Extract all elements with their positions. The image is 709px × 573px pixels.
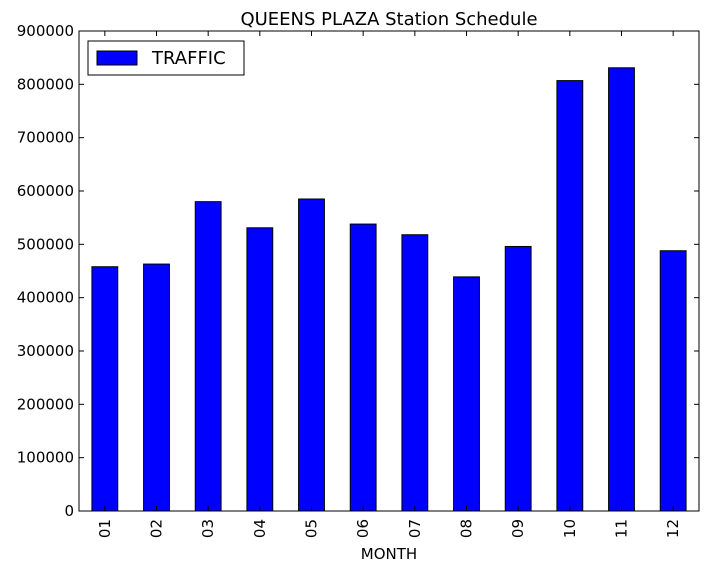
bar-10 [556,80,584,512]
legend-label-traffic: TRAFFIC [151,48,226,69]
bar-11 [608,67,635,512]
x-tick-label-03: 03 [199,519,217,538]
x-tick-label-11: 11 [613,519,631,538]
bar-01 [91,266,119,512]
x-tick-label-08: 08 [458,519,476,538]
bar-07 [401,234,429,512]
x-axis-label: MONTH [361,545,417,563]
y-tick-label-400000: 400000 [17,289,74,307]
y-tick-label-900000: 900000 [17,22,74,40]
bar-06 [349,223,377,512]
y-tick-label-700000: 700000 [17,129,74,147]
x-tick-label-09: 09 [509,519,527,538]
x-tick-label-07: 07 [406,519,424,538]
y-tick-label-100000: 100000 [17,449,74,467]
legend: TRAFFIC [87,40,245,76]
bar-05 [298,198,325,512]
y-tick-label-0: 0 [64,502,74,520]
x-tick-label-01: 01 [96,519,114,538]
y-axis-ticks: 0 100000 200000 300000 400000 500000 600000 700… [17,22,699,520]
x-tick-label-12: 12 [664,519,682,538]
x-tick-label-05: 05 [303,519,321,538]
bar-03 [194,201,222,512]
bars-layer [91,67,687,512]
bar-04 [246,227,274,512]
x-tick-label-06: 06 [354,519,372,538]
x-axis-ticks: 01 02 03 04 05 06 07 08 09 10 11 12 [96,31,682,538]
y-tick-label-800000: 800000 [17,75,74,93]
bar-08 [453,276,480,512]
legend-swatch-traffic [96,50,138,66]
x-tick-label-04: 04 [251,519,269,538]
x-tick-label-02: 02 [148,519,166,538]
y-tick-label-300000: 300000 [17,342,74,360]
bar-09 [504,245,532,512]
plot-frame [78,30,700,512]
bar-12 [659,250,687,512]
y-tick-label-600000: 600000 [17,182,74,200]
y-tick-label-200000: 200000 [17,395,74,413]
x-tick-label-10: 10 [561,519,579,538]
y-tick-label-500000: 500000 [17,235,74,253]
bar-02 [143,263,170,512]
chart-title: QUEENS PLAZA Station Schedule [240,9,537,30]
